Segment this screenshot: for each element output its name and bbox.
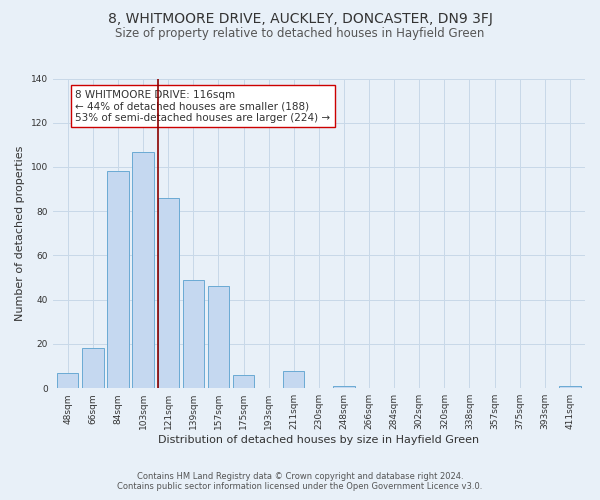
- Bar: [208, 286, 229, 388]
- Bar: [133, 152, 154, 388]
- Bar: [107, 172, 128, 388]
- Bar: [158, 198, 179, 388]
- X-axis label: Distribution of detached houses by size in Hayfield Green: Distribution of detached houses by size …: [158, 435, 479, 445]
- Text: 8 WHITMOORE DRIVE: 116sqm
← 44% of detached houses are smaller (188)
53% of semi: 8 WHITMOORE DRIVE: 116sqm ← 44% of detac…: [75, 90, 331, 123]
- Bar: [283, 370, 304, 388]
- Text: Contains HM Land Registry data © Crown copyright and database right 2024.: Contains HM Land Registry data © Crown c…: [137, 472, 463, 481]
- Text: Size of property relative to detached houses in Hayfield Green: Size of property relative to detached ho…: [115, 28, 485, 40]
- Bar: [233, 375, 254, 388]
- Bar: [559, 386, 581, 388]
- Bar: [82, 348, 104, 388]
- Text: Contains public sector information licensed under the Open Government Licence v3: Contains public sector information licen…: [118, 482, 482, 491]
- Text: 8, WHITMOORE DRIVE, AUCKLEY, DONCASTER, DN9 3FJ: 8, WHITMOORE DRIVE, AUCKLEY, DONCASTER, …: [107, 12, 493, 26]
- Y-axis label: Number of detached properties: Number of detached properties: [15, 146, 25, 321]
- Bar: [57, 372, 79, 388]
- Bar: [333, 386, 355, 388]
- Bar: [182, 280, 204, 388]
